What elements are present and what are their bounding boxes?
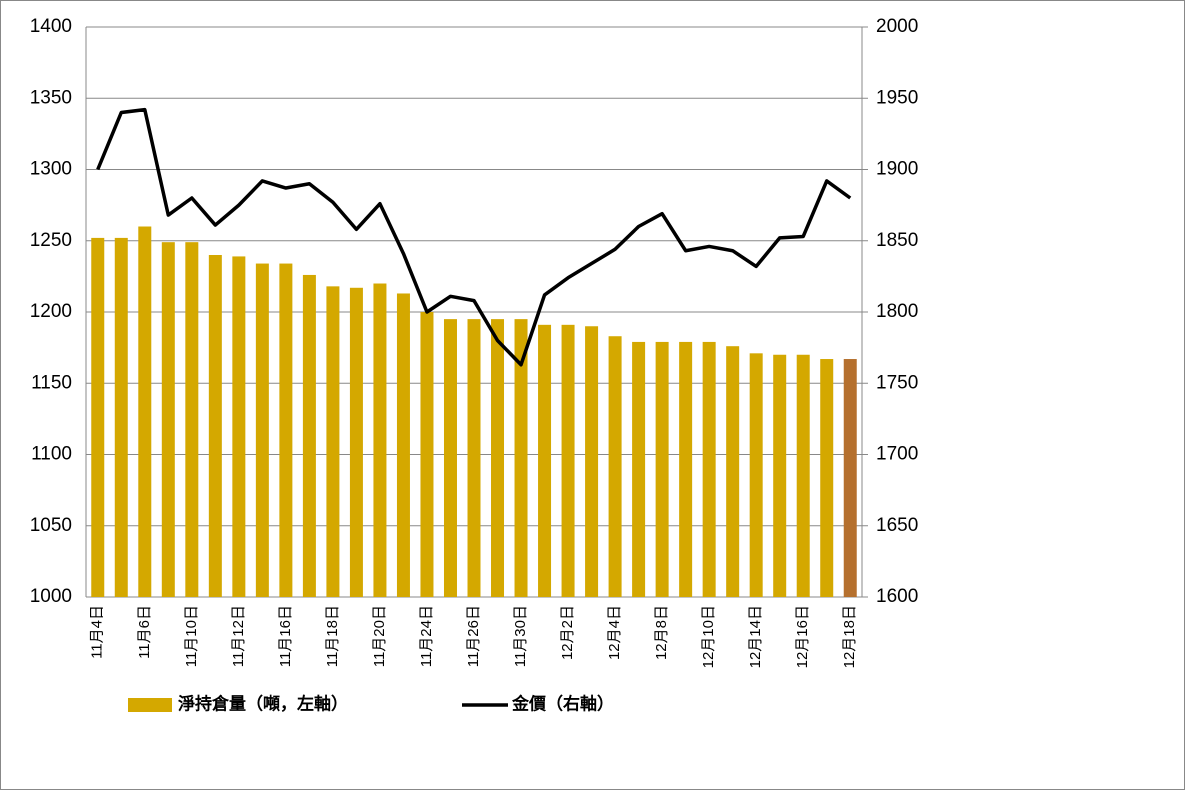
y-tick-label: 1400 — [30, 16, 72, 37]
bar — [655, 341, 669, 597]
x-tick-label: 11月18日 — [324, 605, 341, 667]
bar — [232, 256, 246, 597]
y-tick-label: 1250 — [30, 230, 72, 251]
y2-tick-label: 1850 — [876, 230, 918, 251]
y2-tick-label: 1800 — [876, 301, 918, 322]
legend-label: 淨持倉量（噸，左軸） — [178, 693, 348, 713]
x-tick-label: 12月2日 — [559, 605, 576, 660]
bar — [467, 319, 481, 597]
legend-swatch — [128, 698, 172, 712]
y-tick-label: 1000 — [30, 586, 72, 607]
y-tick-label: 1050 — [30, 515, 72, 536]
x-tick-label: 11月26日 — [465, 605, 482, 667]
bar — [279, 263, 293, 597]
bar — [420, 312, 434, 597]
y-tick-label: 1350 — [30, 87, 72, 108]
bar — [443, 319, 457, 597]
bar — [820, 359, 834, 597]
bar — [91, 237, 105, 597]
bar — [208, 255, 222, 597]
x-tick-label: 11月24日 — [418, 605, 435, 667]
x-tick-label: 12月10日 — [700, 605, 717, 668]
bar — [561, 324, 575, 597]
bar — [491, 319, 505, 597]
bar — [373, 283, 387, 597]
bar — [843, 359, 857, 597]
bar — [161, 242, 175, 598]
bar — [585, 326, 599, 597]
y-tick-label: 1150 — [31, 372, 72, 393]
y2-tick-label: 1900 — [876, 159, 918, 180]
x-tick-label: 12月8日 — [653, 605, 670, 660]
x-tick-label: 12月4日 — [606, 605, 623, 660]
legend-label: 金價（右軸） — [511, 693, 614, 713]
bar — [679, 341, 693, 597]
bar — [185, 242, 199, 598]
x-tick-label: 11月12日 — [230, 605, 247, 667]
y2-tick-label: 1650 — [876, 515, 918, 536]
bar — [538, 324, 552, 597]
bar — [114, 237, 128, 597]
bar — [326, 286, 340, 597]
x-tick-label: 11月4日 — [89, 605, 106, 659]
x-tick-label: 11月10日 — [183, 605, 200, 667]
bar — [349, 287, 363, 597]
bar — [702, 341, 716, 597]
y2-tick-label: 2000 — [876, 16, 918, 37]
y-tick-label: 1100 — [31, 444, 72, 465]
bar — [726, 346, 740, 597]
bar — [749, 353, 763, 597]
y2-tick-label: 1600 — [876, 586, 918, 607]
x-tick-label: 12月14日 — [747, 605, 764, 668]
bar — [632, 341, 646, 597]
bar — [255, 263, 269, 597]
bar — [796, 354, 810, 597]
y2-tick-label: 1950 — [876, 87, 918, 108]
x-tick-label: 11月16日 — [277, 605, 294, 667]
x-tick-label: 12月18日 — [841, 605, 858, 668]
bar — [514, 319, 528, 597]
bar — [773, 354, 787, 597]
bar — [138, 226, 152, 597]
bar — [608, 336, 622, 597]
y2-tick-label: 1750 — [876, 372, 918, 393]
bar — [396, 293, 410, 597]
bar — [302, 274, 316, 597]
y-tick-label: 1300 — [30, 159, 72, 180]
x-tick-label: 11月20日 — [371, 605, 388, 667]
x-tick-label: 12月16日 — [794, 605, 811, 668]
y-tick-label: 1200 — [30, 301, 72, 322]
x-tick-label: 11月6日 — [136, 605, 153, 659]
x-tick-label: 11月30日 — [512, 605, 529, 667]
y2-tick-label: 1700 — [876, 444, 918, 465]
line — [96, 107, 852, 367]
